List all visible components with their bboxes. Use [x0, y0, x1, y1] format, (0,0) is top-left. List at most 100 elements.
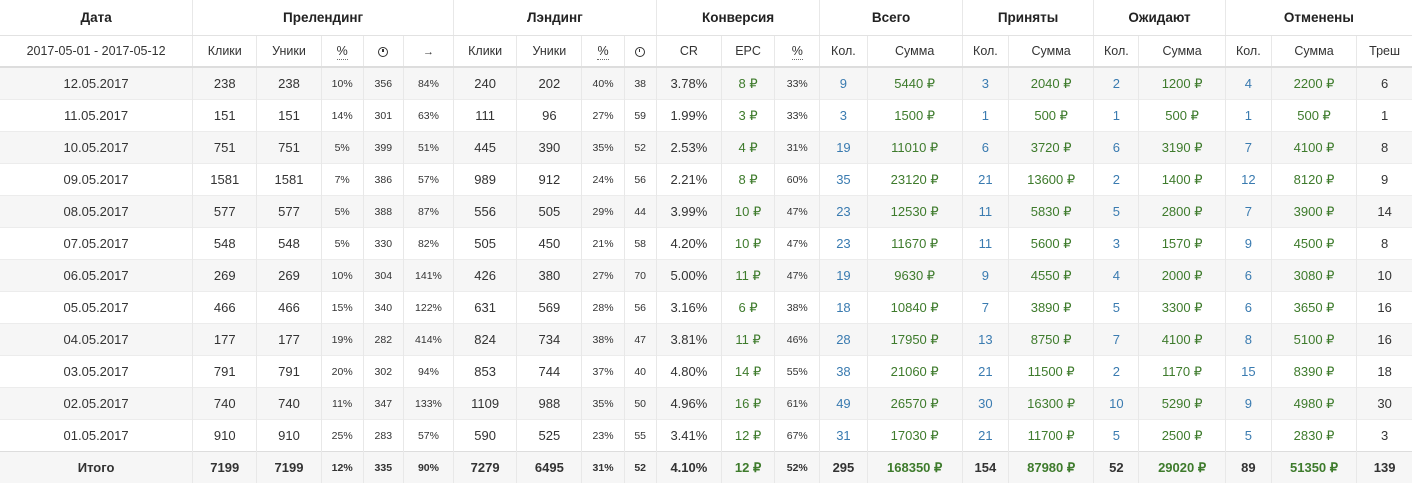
cell-cancelled-count[interactable]: 1	[1225, 100, 1271, 132]
cell-accepted-sum: 500 ₽	[1008, 100, 1093, 132]
cell-accepted-count[interactable]: 7	[962, 292, 1008, 324]
cell-cancelled-count[interactable]: 7	[1225, 196, 1271, 228]
cell-pending-count[interactable]: 10	[1094, 388, 1139, 420]
total-landing-time: 52	[624, 452, 656, 483]
col-conversion-pct[interactable]: %	[775, 36, 820, 68]
col-pending-count[interactable]: Кол.	[1094, 36, 1139, 68]
cell-date: 02.05.2017	[0, 388, 193, 420]
total-prelanding-uniques: 7199	[257, 452, 321, 483]
cell-cancelled-count[interactable]: 7	[1225, 132, 1271, 164]
cell-trash: 14	[1357, 196, 1412, 228]
cell-cancelled-count[interactable]: 15	[1225, 356, 1271, 388]
cell-total-count[interactable]: 49	[820, 388, 867, 420]
cell-landing-pct: 27%	[582, 100, 624, 132]
cell-prelanding-clicks: 177	[193, 324, 257, 356]
col-landing-uniques[interactable]: Уники	[517, 36, 582, 68]
cell-cancelled-count[interactable]: 8	[1225, 324, 1271, 356]
cell-accepted-count[interactable]: 21	[962, 356, 1008, 388]
cell-accepted-count[interactable]: 11	[962, 228, 1008, 260]
cell-total-count[interactable]: 19	[820, 260, 867, 292]
cell-landing-uniques: 912	[517, 164, 582, 196]
cell-pending-count[interactable]: 2	[1094, 164, 1139, 196]
col-cancelled-sum[interactable]: Сумма	[1271, 36, 1356, 68]
cell-cr: 1.99%	[656, 100, 721, 132]
cell-prelanding-time: 356	[363, 67, 403, 100]
cell-total-count[interactable]: 23	[820, 228, 867, 260]
cell-epc: 12 ₽	[721, 420, 774, 452]
total-total-sum: 168350 ₽	[867, 452, 962, 483]
col-total-sum[interactable]: Сумма	[867, 36, 962, 68]
col-landing-time[interactable]	[624, 36, 656, 68]
cell-total-count[interactable]: 9	[820, 67, 867, 100]
cell-cancelled-count[interactable]: 9	[1225, 228, 1271, 260]
cell-total-count[interactable]: 35	[820, 164, 867, 196]
cell-total-count[interactable]: 19	[820, 132, 867, 164]
col-prelanding-time[interactable]	[363, 36, 403, 68]
col-accepted-count[interactable]: Кол.	[962, 36, 1008, 68]
cell-prelanding-ratio: 51%	[403, 132, 453, 164]
cell-pending-count[interactable]: 5	[1094, 420, 1139, 452]
col-accepted-sum[interactable]: Сумма	[1008, 36, 1093, 68]
cell-accepted-count[interactable]: 6	[962, 132, 1008, 164]
cell-cancelled-count[interactable]: 9	[1225, 388, 1271, 420]
cell-pending-count[interactable]: 5	[1094, 292, 1139, 324]
cell-accepted-count[interactable]: 30	[962, 388, 1008, 420]
cell-pending-count[interactable]: 7	[1094, 324, 1139, 356]
cell-prelanding-time: 399	[363, 132, 403, 164]
cell-prelanding-time: 304	[363, 260, 403, 292]
col-prelanding-arrow[interactable]: →	[403, 36, 453, 68]
header-conversion: Конверсия	[656, 0, 820, 36]
cell-accepted-count[interactable]: 21	[962, 164, 1008, 196]
col-cancelled-count[interactable]: Кол.	[1225, 36, 1271, 68]
cell-accepted-count[interactable]: 1	[962, 100, 1008, 132]
cell-total-count[interactable]: 3	[820, 100, 867, 132]
cell-landing-time: 38	[624, 67, 656, 100]
cell-accepted-sum: 13600 ₽	[1008, 164, 1093, 196]
cell-total-count[interactable]: 23	[820, 196, 867, 228]
cell-cancelled-count[interactable]: 6	[1225, 292, 1271, 324]
cell-landing-clicks: 590	[454, 420, 517, 452]
cell-accepted-count[interactable]: 11	[962, 196, 1008, 228]
header-pending: Ожидают	[1094, 0, 1225, 36]
cell-cancelled-count[interactable]: 5	[1225, 420, 1271, 452]
cell-pending-count[interactable]: 3	[1094, 228, 1139, 260]
header-date[interactable]: Дата	[0, 0, 193, 36]
col-prelanding-uniques[interactable]: Уники	[257, 36, 321, 68]
cell-total-count[interactable]: 28	[820, 324, 867, 356]
cell-pending-count[interactable]: 5	[1094, 196, 1139, 228]
col-landing-pct[interactable]: %	[582, 36, 624, 68]
cell-accepted-count[interactable]: 13	[962, 324, 1008, 356]
cell-pending-count[interactable]: 1	[1094, 100, 1139, 132]
date-range[interactable]: 2017-05-01 - 2017-05-12	[0, 36, 193, 68]
total-prelanding-clicks: 7199	[193, 452, 257, 483]
cell-date: 01.05.2017	[0, 420, 193, 452]
cell-pending-count[interactable]: 4	[1094, 260, 1139, 292]
col-cr[interactable]: CR	[656, 36, 721, 68]
col-landing-clicks[interactable]: Клики	[454, 36, 517, 68]
cell-accepted-count[interactable]: 21	[962, 420, 1008, 452]
cell-prelanding-time: 301	[363, 100, 403, 132]
cell-cr: 4.80%	[656, 356, 721, 388]
col-total-count[interactable]: Кол.	[820, 36, 867, 68]
cell-total-count[interactable]: 38	[820, 356, 867, 388]
col-trash[interactable]: Треш	[1357, 36, 1412, 68]
col-pending-sum[interactable]: Сумма	[1139, 36, 1225, 68]
cell-conversion-pct: 31%	[775, 132, 820, 164]
cell-pending-count[interactable]: 2	[1094, 67, 1139, 100]
cell-cancelled-count[interactable]: 4	[1225, 67, 1271, 100]
cell-total-count[interactable]: 31	[820, 420, 867, 452]
col-epc[interactable]: EPC	[721, 36, 774, 68]
cell-cancelled-count[interactable]: 12	[1225, 164, 1271, 196]
cell-pending-count[interactable]: 2	[1094, 356, 1139, 388]
col-prelanding-clicks[interactable]: Клики	[193, 36, 257, 68]
cell-cancelled-count[interactable]: 6	[1225, 260, 1271, 292]
cell-accepted-count[interactable]: 3	[962, 67, 1008, 100]
col-prelanding-pct[interactable]: %	[321, 36, 363, 68]
cell-pending-count[interactable]: 6	[1094, 132, 1139, 164]
cell-accepted-count[interactable]: 9	[962, 260, 1008, 292]
cell-total-count[interactable]: 18	[820, 292, 867, 324]
